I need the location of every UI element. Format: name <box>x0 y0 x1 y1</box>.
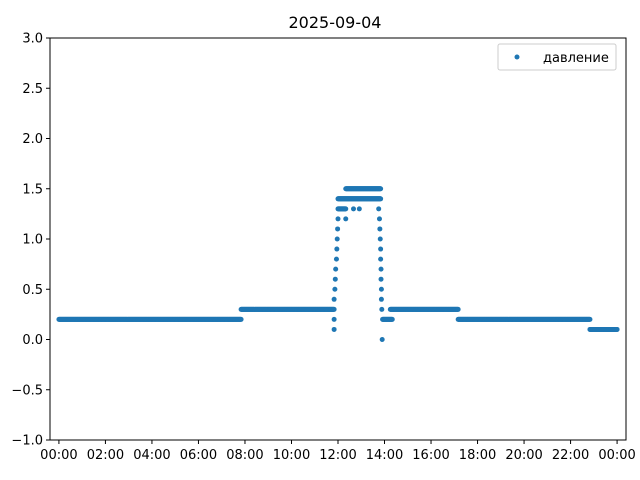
data-point <box>335 226 341 232</box>
data-point <box>356 206 362 212</box>
point-run <box>587 326 620 332</box>
data-point <box>378 286 384 292</box>
x-tick-label: 10:00 <box>273 448 310 463</box>
x-tick-label: 18:00 <box>459 448 496 463</box>
data-point <box>378 296 384 302</box>
x-tick-label: 00:00 <box>40 448 77 463</box>
data-point <box>378 276 384 282</box>
data-point <box>343 216 349 222</box>
data-point <box>334 246 340 252</box>
legend-marker <box>514 54 520 60</box>
data-point <box>343 206 349 212</box>
x-tick-label: 20:00 <box>505 448 542 463</box>
x-tick-label: 06:00 <box>180 448 217 463</box>
y-tick-label: 1.5 <box>22 182 43 197</box>
y-tick-label: −1.0 <box>11 434 43 449</box>
axes: −1.0 −0.5 0.0 0.5 1.0 1.5 2.0 2.5 3.0 00:00 02:00 0… <box>11 32 635 464</box>
data-point <box>378 186 384 192</box>
data-point <box>331 326 337 332</box>
y-tick-label: 2.5 <box>22 82 43 97</box>
chart-title: 2025-09-04 <box>289 13 382 32</box>
data-point <box>455 306 461 312</box>
data-point <box>376 206 382 212</box>
point-run <box>380 316 395 322</box>
x-tick-label: 12:00 <box>319 448 356 463</box>
data-point <box>378 196 384 202</box>
data-point <box>331 316 337 322</box>
data-point <box>379 306 385 312</box>
data-point <box>332 286 338 292</box>
point-run <box>343 186 384 192</box>
data-point <box>378 266 384 272</box>
data-point <box>331 296 337 302</box>
x-tick-label: 02:00 <box>87 448 124 463</box>
data-point <box>376 216 382 222</box>
x-tick-label: 16:00 <box>412 448 449 463</box>
x-tick-label: 04:00 <box>133 448 170 463</box>
legend-box <box>497 43 617 71</box>
x-tick-label: 00:00 <box>598 448 635 463</box>
data-point <box>379 337 385 342</box>
x-tick-label: 14:00 <box>366 448 403 463</box>
data-point <box>332 276 338 282</box>
data-point <box>238 316 244 322</box>
data-point <box>335 216 341 222</box>
point-run <box>455 316 593 322</box>
x-tick-label: 08:00 <box>226 448 263 463</box>
y-tick-label: 3.0 <box>22 32 43 47</box>
data-point <box>334 236 340 242</box>
y-tick-label: 2.0 <box>22 132 43 147</box>
point-run <box>335 196 384 202</box>
legend: давление <box>497 43 617 71</box>
data-point <box>331 306 337 312</box>
data-point <box>333 256 339 262</box>
y-tick-label: 0.0 <box>22 333 43 348</box>
data-points <box>56 186 620 342</box>
y-tick-label: 0.5 <box>22 283 43 298</box>
data-point <box>377 226 383 232</box>
data-point <box>351 206 356 212</box>
data-point <box>377 236 383 242</box>
data-point <box>333 266 339 272</box>
x-tick-label: 22:00 <box>552 448 589 463</box>
point-run <box>335 206 349 212</box>
data-point <box>389 316 395 322</box>
y-tick-label: −0.5 <box>11 383 43 398</box>
data-point <box>614 326 620 332</box>
point-run <box>56 316 244 322</box>
point-run <box>238 306 337 312</box>
data-point <box>378 246 384 252</box>
point-run <box>387 306 461 312</box>
data-point <box>378 256 384 262</box>
legend-label: давление <box>543 51 609 66</box>
y-tick-label: 1.0 <box>22 233 43 248</box>
data-point <box>587 316 593 322</box>
